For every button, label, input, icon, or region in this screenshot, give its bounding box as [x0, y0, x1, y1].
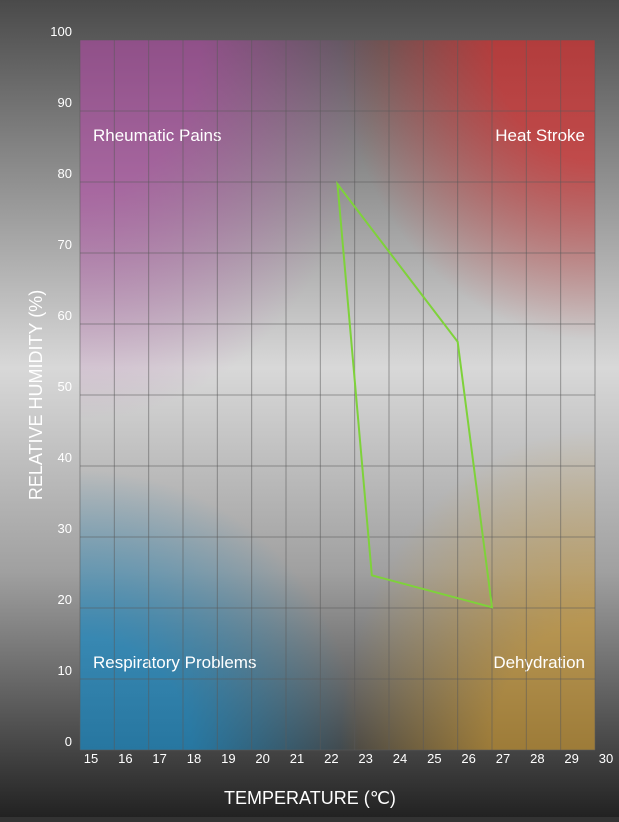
- x-tick-label: 22: [324, 751, 338, 766]
- x-axis-label: TEMPERATURE (℃): [224, 788, 396, 808]
- x-tick-label: 30: [599, 751, 613, 766]
- y-tick-label: 0: [65, 734, 72, 749]
- x-tick-label: 18: [187, 751, 201, 766]
- zone-label: Respiratory Problems: [93, 653, 256, 672]
- x-tick-label: 25: [427, 751, 441, 766]
- y-tick-label: 50: [58, 379, 72, 394]
- x-tick-label: 17: [152, 751, 166, 766]
- plot: 15 16 17 18 19 20 21 22 23 24 25 26 27 28 29 30 0 10 20 30 4…: [50, 24, 613, 766]
- comfort-zone: [336, 180, 494, 609]
- x-tick-label: 19: [221, 751, 235, 766]
- zone: [340, 430, 595, 750]
- zone: [80, 40, 380, 420]
- y-tick-label: 30: [58, 521, 72, 536]
- x-tick-label: 21: [290, 751, 304, 766]
- y-tick-label: 90: [58, 95, 72, 110]
- zone-label: Heat Stroke: [495, 126, 585, 145]
- y-tick-label: 60: [58, 308, 72, 323]
- y-axis-label: RELATIVE HUMIDITY (%): [26, 290, 46, 500]
- x-tick-label: 24: [393, 751, 407, 766]
- y-tick-label: 100: [50, 24, 72, 39]
- y-tick-label: 70: [58, 237, 72, 252]
- x-tick-label: 20: [255, 751, 269, 766]
- x-tick-label: 23: [358, 751, 372, 766]
- x-tick-label: 16: [118, 751, 132, 766]
- x-tick-label: 28: [530, 751, 544, 766]
- y-tick-label: 80: [58, 166, 72, 181]
- x-tick-label: 27: [496, 751, 510, 766]
- zone: [80, 470, 360, 750]
- y-tick-label: 20: [58, 592, 72, 607]
- x-tick-label: 29: [564, 751, 578, 766]
- x-tick-label: 26: [461, 751, 475, 766]
- x-tick-label: 15: [84, 751, 98, 766]
- y-tick-label: 10: [58, 663, 72, 678]
- zone-label: Rheumatic Pains: [93, 126, 222, 145]
- zone-label: Dehydration: [493, 653, 585, 672]
- zone: [340, 40, 595, 340]
- y-tick-label: 40: [58, 450, 72, 465]
